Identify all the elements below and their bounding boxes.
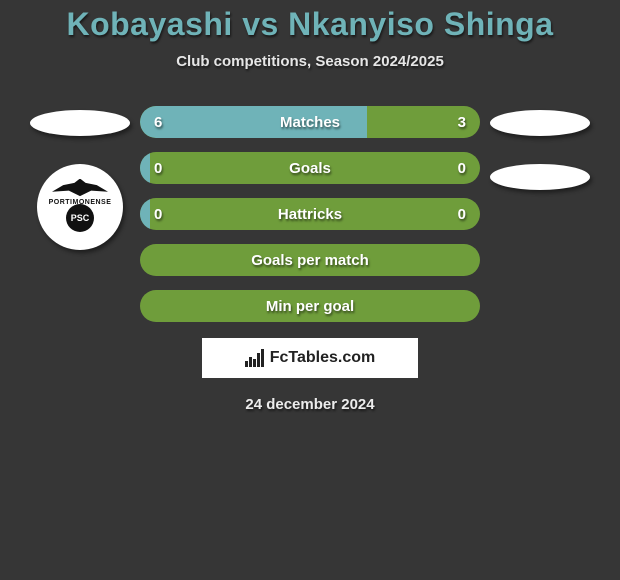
right-column (480, 96, 600, 322)
body-row: PORTIMONENSE PSC Matches63Goals00Hattric… (0, 96, 620, 322)
flag-placeholder-right-1 (490, 110, 590, 136)
infographic-root: Kobayashi vs Nkanyiso Shinga Club compet… (0, 0, 620, 413)
bar-label: Goals per match (140, 244, 480, 276)
left-column: PORTIMONENSE PSC (20, 96, 140, 322)
stat-bar: Goals0 0 (140, 152, 480, 184)
stat-bar: Hattricks0 0 (140, 198, 480, 230)
eagle-icon (52, 179, 108, 201)
bar-label: Matches (140, 106, 480, 138)
bar-value-right: 3 (458, 106, 466, 138)
stat-bar: Min per goal (140, 290, 480, 322)
stat-bars: Matches63Goals00Hattricks00Goals per mat… (140, 96, 480, 322)
club-badge-left: PORTIMONENSE PSC (37, 164, 123, 250)
bar-label: Min per goal (140, 290, 480, 322)
brand-label: FcTables.com (270, 349, 376, 367)
bar-value-left: 6 (154, 106, 162, 138)
flag-placeholder-right-2 (490, 164, 590, 190)
stat-bar: Goals per match (140, 244, 480, 276)
subtitle: Club competitions, Season 2024/2025 (176, 53, 444, 70)
date-label: 24 december 2024 (245, 396, 374, 413)
badge-line2: PSC (66, 204, 94, 232)
bar-chart-icon (245, 349, 264, 367)
page-title: Kobayashi vs Nkanyiso Shinga (66, 6, 553, 43)
flag-placeholder-left (30, 110, 130, 136)
bar-label: Hattricks (140, 198, 480, 230)
brand-box: FcTables.com (202, 338, 418, 378)
bar-label: Goals (140, 152, 480, 184)
bar-value-right: 0 (458, 152, 466, 184)
stat-bar: Matches6 3 (140, 106, 480, 138)
bar-value-right: 0 (458, 198, 466, 230)
bar-value-left: 0 (154, 152, 162, 184)
bar-value-left: 0 (154, 198, 162, 230)
